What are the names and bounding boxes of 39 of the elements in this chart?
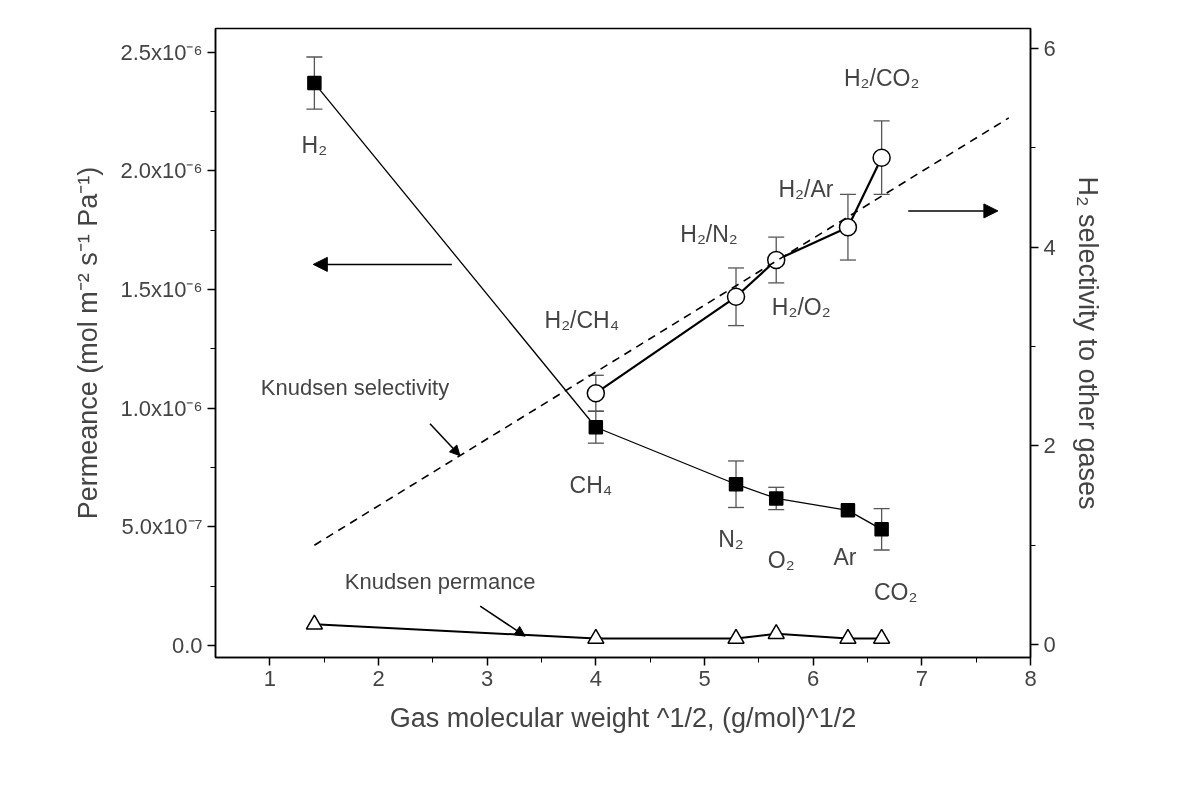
x-tick-label: 7	[915, 665, 928, 691]
x-axis-title: Gas molecular weight ^1/2, (g/mol)^1/2	[389, 702, 857, 733]
x-tick-label: 6	[807, 665, 820, 691]
point	[726, 287, 746, 307]
annotation: CH₄	[569, 472, 613, 499]
annotation: N₂	[718, 526, 744, 553]
y-tick-label: 5.0x10⁻⁷	[121, 514, 203, 540]
annotation: H₂/Ar	[778, 176, 834, 203]
annotation: H₂/CH₄	[544, 307, 620, 334]
annotation: H₂/O₂	[771, 294, 831, 321]
y-tick-label: 1.0x10⁻⁶	[120, 395, 203, 421]
x-tick-label: 4	[589, 665, 602, 691]
annotation: Ar	[833, 544, 857, 571]
x-tick-label: 5	[698, 665, 711, 691]
y-tick-label: 2.0x10⁻⁶	[120, 158, 203, 184]
y2-tick-label: 4	[1043, 234, 1056, 260]
point	[766, 250, 786, 270]
point	[872, 148, 891, 167]
annotation: H₂	[301, 132, 328, 159]
y-axis-title: Permeance (mol m⁻² s⁻¹ Pa⁻¹)	[73, 166, 104, 520]
annotation: Knudsen permance	[344, 568, 536, 594]
annotation: H₂/CO₂	[843, 64, 920, 91]
y2-tick-label: 0	[1043, 632, 1056, 658]
annotation: H₂/N₂	[680, 220, 738, 247]
y2-axis-title: H₂ selectivity to other gases	[1072, 176, 1103, 510]
y-tick-label: 0.0	[171, 633, 203, 659]
y2-tick-label: 2	[1043, 433, 1056, 459]
x-tick-label: 2	[372, 665, 385, 691]
annotation: CO₂	[873, 579, 918, 606]
annotation: Knudsen selectivity	[260, 375, 450, 401]
point	[586, 383, 606, 403]
point	[838, 218, 858, 237]
y-tick-label: 2.5x10⁻⁶	[120, 39, 203, 65]
x-tick-label: 8	[1024, 665, 1037, 691]
y-tick-label: 1.5x10⁻⁶	[120, 277, 203, 303]
y2-tick-label: 6	[1043, 35, 1056, 61]
x-tick-label: 3	[481, 665, 494, 691]
x-tick-label: 1	[263, 665, 276, 691]
annotation: O₂	[767, 547, 795, 574]
